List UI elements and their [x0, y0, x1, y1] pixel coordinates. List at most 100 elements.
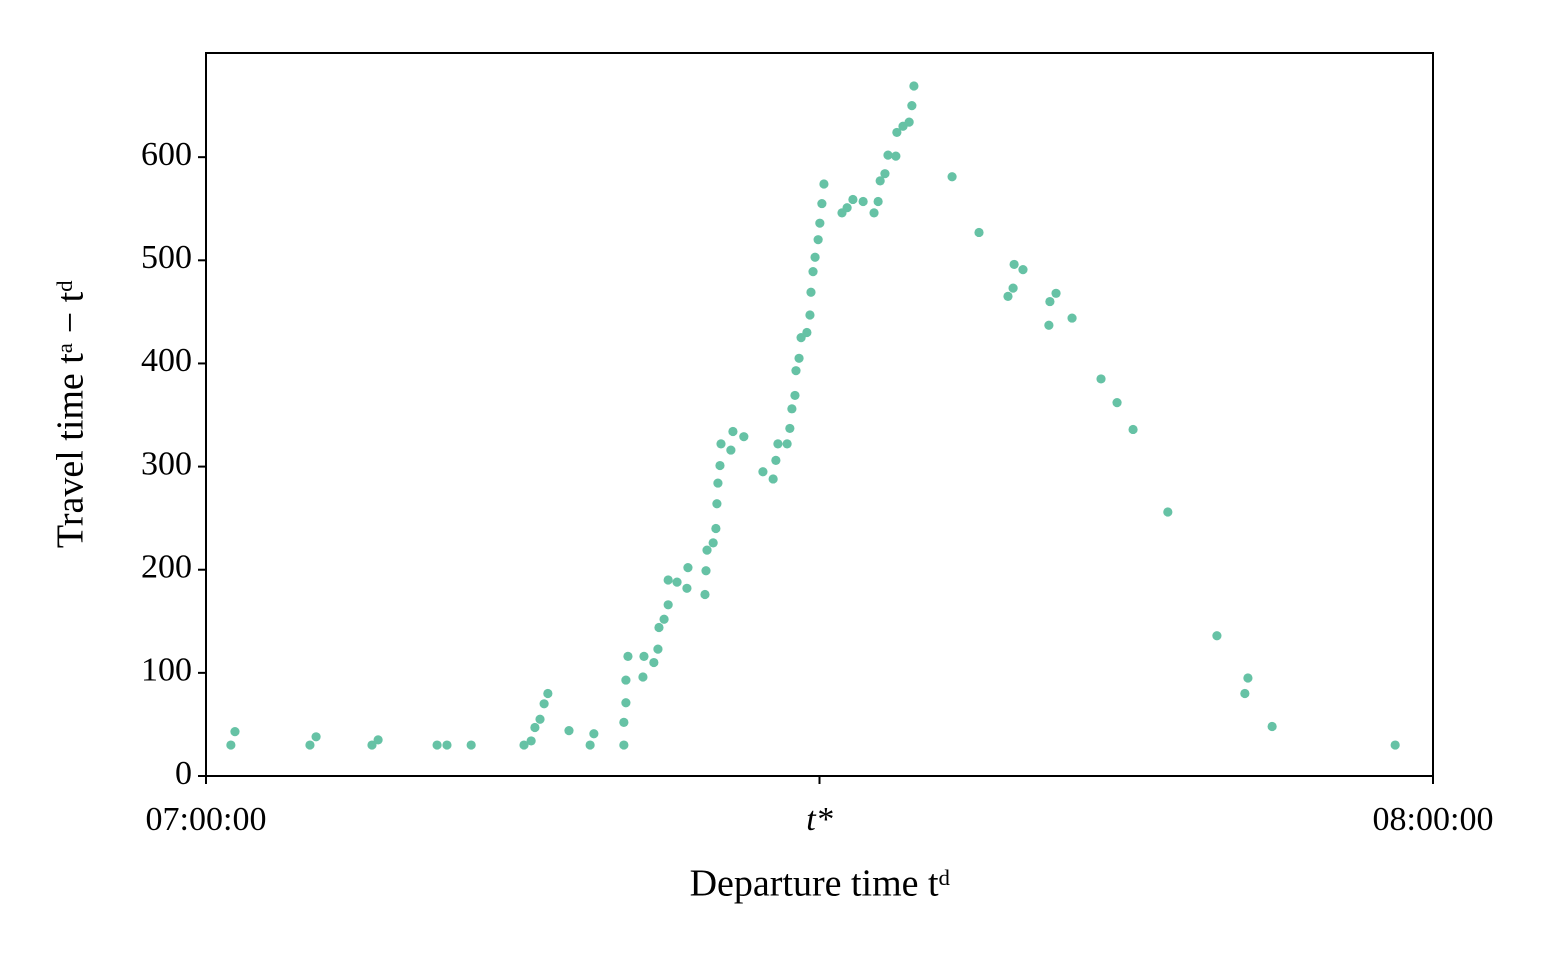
x-axis-label: Departure time tᵈ: [690, 863, 951, 905]
point: [907, 101, 917, 111]
point: [621, 675, 631, 685]
point: [585, 740, 595, 750]
point: [785, 423, 795, 434]
point: [654, 622, 664, 633]
point: [305, 740, 315, 750]
point: [589, 729, 599, 739]
point: [682, 583, 692, 593]
point: [815, 218, 825, 228]
x-tick-label: 07:00:00: [146, 801, 267, 838]
point: [1044, 320, 1054, 330]
x-tick-label: t*: [806, 801, 832, 838]
point: [619, 740, 629, 750]
point: [639, 651, 649, 661]
point: [712, 499, 722, 509]
point: [817, 198, 827, 209]
point: [230, 727, 240, 737]
y-tick-label: 600: [141, 136, 192, 173]
y-tick-label: 0: [175, 755, 192, 792]
point: [672, 577, 682, 587]
point: [663, 600, 673, 610]
point: [806, 287, 816, 297]
point: [373, 735, 383, 745]
point: [810, 252, 820, 262]
plot-frame: [205, 52, 1434, 777]
point: [805, 310, 815, 320]
point: [1112, 398, 1122, 408]
point: [700, 589, 710, 600]
point: [713, 478, 723, 488]
point: [619, 717, 629, 727]
point: [739, 432, 749, 442]
point: [842, 203, 852, 213]
point: [880, 169, 890, 179]
point: [367, 740, 377, 750]
point: [1096, 374, 1106, 384]
point: [702, 545, 712, 555]
point: [1045, 296, 1055, 307]
point: [869, 208, 879, 218]
point: [466, 740, 476, 750]
point: [1008, 283, 1018, 293]
point: [708, 538, 718, 548]
point: [649, 657, 659, 668]
point: [701, 566, 711, 576]
point: [1003, 291, 1013, 302]
point: [1390, 740, 1400, 750]
point: [883, 150, 893, 160]
point: [892, 127, 902, 138]
point: [787, 404, 797, 414]
point: [726, 445, 736, 455]
point: [819, 179, 829, 189]
x-tick-label: 08:00:00: [1373, 801, 1494, 838]
point: [904, 117, 914, 127]
point: [1009, 259, 1019, 270]
point: [768, 474, 778, 484]
point: [564, 726, 574, 736]
point: [808, 267, 818, 277]
point: [873, 196, 883, 207]
point: [1128, 424, 1138, 435]
point: [773, 439, 783, 449]
point: [543, 688, 553, 699]
point: [311, 732, 321, 742]
point: [891, 151, 901, 161]
point: [813, 235, 823, 245]
point: [1243, 673, 1253, 683]
point: [711, 523, 721, 534]
point: [947, 172, 957, 182]
point: [1267, 721, 1277, 732]
point: [1212, 631, 1222, 641]
point: [848, 194, 858, 205]
y-axis-label: Travel time tᵃ − tᵈ: [50, 280, 92, 548]
point: [758, 467, 768, 477]
point: [653, 644, 663, 654]
point: [909, 81, 919, 91]
point: [1051, 288, 1061, 298]
y-tick-label: 400: [141, 342, 192, 379]
point: [1067, 313, 1077, 323]
point: [432, 740, 442, 750]
y-tick-label: 100: [141, 652, 192, 689]
point: [539, 699, 549, 709]
point: [1163, 507, 1173, 517]
point: [782, 439, 792, 449]
point: [535, 714, 545, 724]
y-tick-label: 200: [141, 549, 192, 586]
point: [638, 672, 648, 682]
point: [663, 575, 673, 585]
point: [530, 722, 540, 733]
point: [790, 390, 800, 401]
point: [791, 366, 801, 376]
point: [1018, 264, 1028, 275]
point: [623, 651, 633, 661]
point: [442, 740, 452, 750]
point: [858, 196, 868, 207]
point: [974, 227, 984, 238]
y-tick-label: 300: [141, 445, 192, 482]
point: [794, 353, 804, 363]
point: [519, 740, 529, 750]
y-tick-label: 500: [141, 239, 192, 276]
point: [1240, 688, 1250, 699]
